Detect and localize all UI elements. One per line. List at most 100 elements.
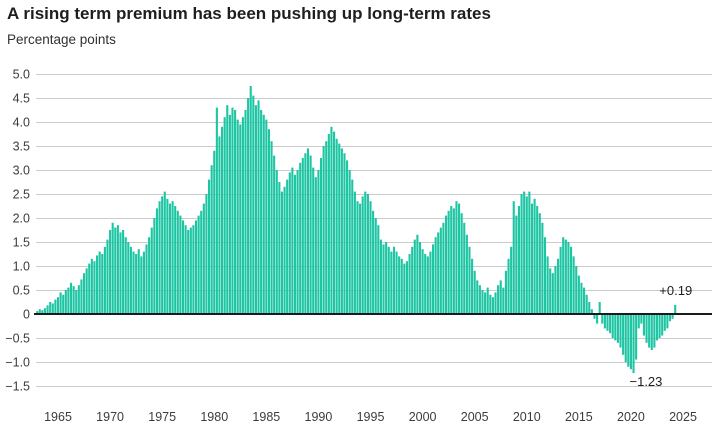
y-axis-tick-label: −1.0 (5, 356, 30, 370)
bar (64, 290, 67, 314)
bar (54, 299, 57, 314)
annotation-latest: +0.19 (659, 283, 692, 298)
bar (194, 220, 198, 314)
bar (140, 256, 143, 314)
bar (533, 198, 536, 314)
bar (525, 196, 528, 314)
bar (528, 191, 531, 314)
bar (80, 279, 83, 314)
bar (247, 98, 250, 314)
bar (491, 297, 494, 314)
bar (549, 268, 552, 314)
annotation-min: −1.23 (630, 374, 663, 389)
bar (421, 249, 424, 314)
bar (546, 256, 549, 314)
bar (400, 258, 403, 314)
bar (301, 158, 304, 314)
bar (129, 246, 132, 314)
bar (322, 146, 325, 314)
x-axis-tick-label: 1965 (44, 410, 72, 424)
bar (304, 153, 307, 314)
bar (210, 165, 213, 314)
bar (283, 186, 286, 314)
bar (481, 290, 484, 314)
bar (392, 246, 395, 314)
x-axis-tick-label: 1980 (200, 410, 228, 424)
bar (273, 155, 276, 314)
y-axis-tick-label: −0.5 (5, 332, 30, 346)
bar (577, 275, 580, 314)
y-axis-tick-label: 4.5 (13, 92, 30, 106)
bar (333, 131, 336, 314)
bar (471, 258, 474, 314)
bar (663, 314, 666, 331)
bar (77, 285, 80, 314)
bar (502, 287, 505, 314)
bar (150, 227, 153, 314)
bar (234, 110, 237, 314)
bar (252, 95, 255, 314)
bar (62, 294, 65, 314)
bar (364, 191, 367, 314)
bar (299, 162, 302, 314)
bar (590, 309, 593, 314)
bar (374, 218, 377, 314)
bar (648, 314, 651, 348)
bar (465, 234, 468, 314)
bar (387, 246, 390, 314)
bar (614, 314, 617, 341)
bar (603, 314, 606, 329)
bar (478, 285, 481, 314)
bar (661, 314, 664, 336)
bar (192, 225, 195, 314)
bar (450, 206, 453, 314)
bar (338, 143, 341, 314)
bar (460, 213, 463, 314)
bar (127, 242, 130, 314)
bar (642, 314, 646, 336)
bar (142, 251, 145, 314)
bar (405, 261, 409, 314)
y-axis-tick-label: 0.5 (13, 284, 30, 298)
x-axis-tick-label: 2000 (409, 410, 437, 424)
bar (197, 215, 200, 314)
bar (538, 213, 541, 314)
bar (93, 261, 96, 314)
bar (43, 308, 47, 314)
bar (278, 182, 281, 314)
bar (536, 206, 539, 314)
bar (434, 237, 437, 314)
bar (174, 206, 177, 314)
bar (653, 314, 656, 348)
y-axis-tick-label: 2.0 (13, 212, 30, 226)
bar (158, 201, 161, 314)
bar (413, 239, 416, 314)
bar (226, 105, 229, 314)
bar (512, 201, 515, 314)
bar (340, 148, 343, 314)
y-axis-tick-label: 3.5 (13, 140, 30, 154)
bar (200, 210, 203, 314)
y-axis-tick-label: 2.5 (13, 188, 30, 202)
bar (611, 314, 614, 338)
chart-subtitle-units: Percentage points (7, 32, 116, 47)
y-axis-tick-label: 4.0 (13, 116, 30, 130)
bar (286, 179, 289, 314)
bar (489, 294, 492, 314)
bar (346, 160, 349, 314)
bar (559, 246, 562, 314)
bar (314, 177, 317, 314)
y-axis-tick-label: 0 (23, 308, 30, 322)
bar (241, 117, 244, 314)
bar (382, 244, 385, 314)
bar (145, 244, 148, 314)
bar (416, 234, 419, 314)
bar (69, 282, 73, 314)
bar (596, 314, 599, 324)
bar (554, 266, 557, 314)
bar (38, 309, 41, 314)
x-axis-tick-label: 1995 (357, 410, 385, 424)
bar (153, 218, 156, 314)
bar (619, 314, 622, 348)
